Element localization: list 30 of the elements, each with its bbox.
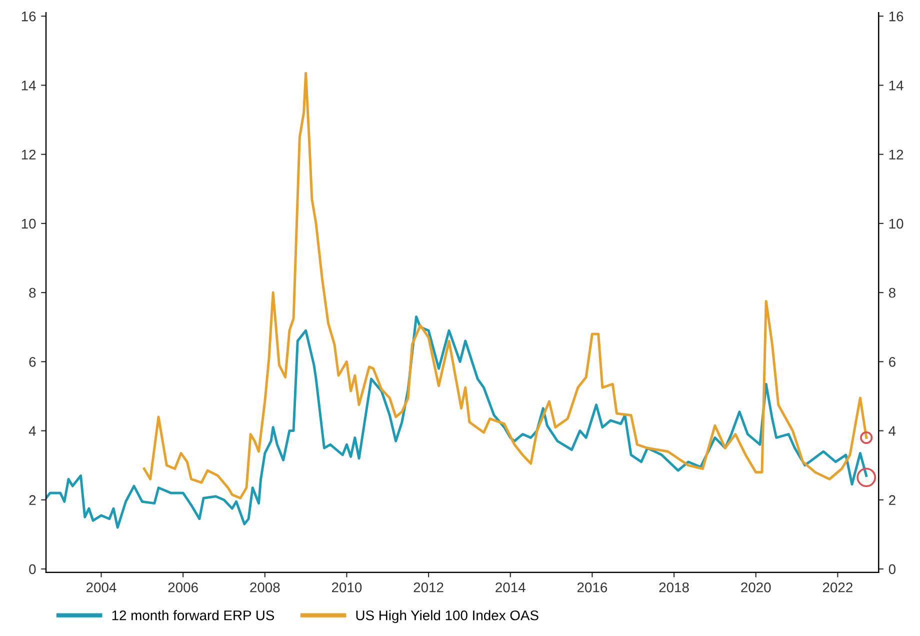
y-tick-label: 6: [29, 356, 36, 367]
y-tick-label: 4: [28, 426, 36, 436]
x-tick-label: 2010: [332, 582, 362, 592]
legend-label: 12 month forward ERP US: [112, 610, 274, 620]
y2-tick-label: 2: [889, 495, 896, 505]
y-tick-label: 2: [29, 495, 36, 505]
legend-label: US High Yield 100 Index OAS: [356, 610, 538, 624]
x-tick-label: 2006: [168, 582, 198, 592]
x-tick-label: 2022: [822, 582, 852, 592]
y2-tick-label: 0: [888, 564, 896, 574]
y-tick-label: 12: [22, 150, 36, 160]
y-tick-label: 10: [22, 218, 36, 229]
y2-tick-label: 16: [889, 12, 904, 22]
y-tick-label: 0: [29, 564, 36, 574]
y2-tick-label: 6: [889, 356, 896, 367]
y2-tick-label: 8: [888, 288, 896, 298]
x-tick-label: 2008: [250, 582, 280, 592]
y2-tick-label: 10: [889, 218, 904, 229]
y-tick-label: 14: [22, 80, 36, 90]
y2-tick-label: 12: [889, 150, 904, 160]
x-tick-label: 2004: [86, 582, 116, 592]
x-tick-label: 2016: [577, 582, 608, 592]
y-tick-label: 8: [29, 288, 36, 298]
x-tick-label: 2012: [414, 582, 444, 592]
x-tick-label: 2018: [659, 582, 689, 592]
y-tick-label: 16: [22, 12, 36, 22]
y2-tick-label: 14: [889, 80, 904, 90]
x-tick-label: 2014: [496, 582, 526, 592]
y2-tick-label: 4: [888, 426, 896, 436]
x-tick-label: 2020: [741, 582, 771, 592]
